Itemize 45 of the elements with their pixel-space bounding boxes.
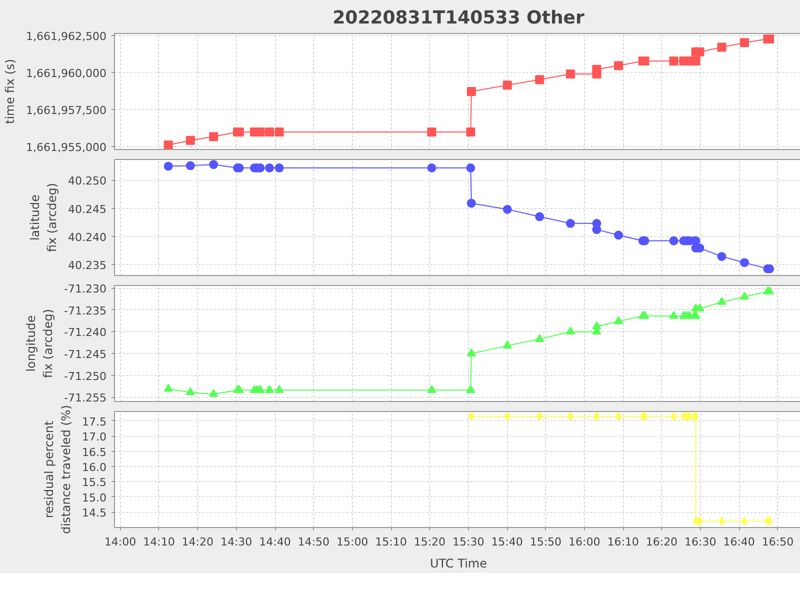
x-tick-label: 15:10 (375, 536, 407, 548)
y-tick-label: 40.250 (68, 174, 107, 188)
y-tick-label: 40.235 (68, 258, 107, 272)
x-tick-label: 16:30 (684, 536, 716, 548)
y-tick-label: 14.5 (82, 506, 107, 520)
y-tick-label: -71.250 (64, 370, 107, 383)
x-tick-label: 16:00 (568, 536, 600, 548)
y-tick-label: 1,661,960,000 (26, 66, 107, 80)
x-tick-label: 14:50 (298, 536, 330, 548)
y-tick-label: 15.0 (82, 491, 107, 504)
y-tick-label: 17.5 (82, 415, 107, 428)
x-tick-label: 15:20 (414, 536, 446, 548)
y-tick-label: -71.255 (64, 392, 107, 405)
y-tick-label: -71.245 (64, 348, 107, 362)
x-axis-title: UTC Time (430, 556, 487, 570)
y-tick-label: 40.240 (68, 230, 107, 244)
x-tick-label: 15:00 (336, 536, 368, 548)
x-tick-label: 16:50 (762, 536, 794, 548)
y-tick-label: -71.235 (64, 304, 107, 318)
x-tick-label: 14:10 (143, 536, 175, 548)
y-tick-label: 40.245 (68, 202, 107, 216)
x-tick-label: 15:30 (452, 536, 484, 548)
x-tick-label: 14:00 (104, 536, 136, 548)
y-axis-title: longitude fix (arcdeg) (24, 308, 56, 378)
y-tick-label: 15.5 (82, 476, 107, 490)
y-tick-label: 16.5 (82, 446, 107, 459)
y-tick-label: 17.0 (82, 430, 107, 444)
y-tick-label: -71.230 (64, 282, 107, 296)
x-tick-label: 16:40 (723, 536, 755, 548)
x-tick-label: 16:20 (646, 536, 678, 548)
x-tick-label: 15:50 (530, 536, 562, 548)
x-tick-label: 16:10 (607, 536, 639, 548)
y-axis-title: time fix (s) (3, 58, 18, 124)
y-tick-label: 1,661,962,500 (26, 30, 107, 43)
x-tick-label: 14:40 (259, 536, 291, 548)
chart-title: 20220831T140533 Other (332, 8, 584, 28)
y-axis-title: residual percent distance traveled (%) (42, 404, 74, 534)
y-tick-label: 16.0 (82, 460, 107, 474)
x-tick-label: 14:20 (182, 536, 214, 548)
y-tick-label: 1,661,957,500 (26, 104, 107, 118)
y-tick-label: 1,661,955,000 (26, 141, 107, 154)
x-tick-label: 14:30 (220, 536, 252, 548)
x-tick-label: 15:40 (491, 536, 523, 548)
y-axis-title: latitude fix (arcdeg) (28, 182, 60, 252)
y-tick-label: -71.240 (64, 326, 107, 340)
